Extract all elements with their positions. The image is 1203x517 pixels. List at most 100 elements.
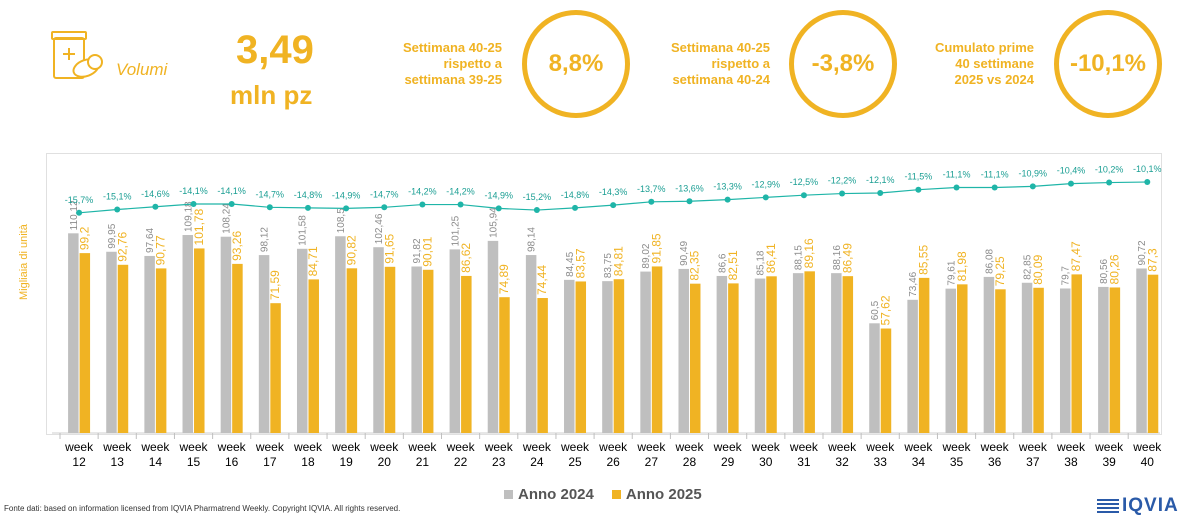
x-tick-label-number: 14: [149, 455, 163, 469]
bar-2025: [194, 248, 205, 433]
trend-label: -11,1%: [981, 170, 1009, 180]
bar-2024: [831, 273, 842, 433]
x-tick-label-number: 30: [759, 455, 773, 469]
trend-point: [1029, 183, 1036, 190]
volumi-label: Volumi: [116, 60, 168, 79]
trend-label: -14,8%: [294, 190, 323, 200]
legend-swatch-2024: [504, 490, 513, 499]
trend-point: [572, 204, 579, 211]
x-tick-label-week: week: [560, 440, 590, 454]
x-tick-label-week: week: [64, 440, 94, 454]
x-tick-label-week: week: [789, 440, 819, 454]
x-tick-label-number: 21: [416, 455, 430, 469]
chart-frame: [46, 153, 1162, 435]
data-label-2025: 80,09: [1031, 254, 1045, 284]
trend-label: -14,2%: [446, 187, 475, 197]
data-label-2024: 85,18: [756, 250, 767, 275]
trend-point: [228, 201, 235, 207]
x-tick-label-week: week: [446, 440, 476, 454]
x-tick-label-number: 19: [339, 455, 353, 469]
trend-point: [877, 190, 884, 196]
x-tick-label-week: week: [522, 440, 552, 454]
trend-point: [266, 204, 273, 211]
x-tick-label-week: week: [140, 440, 170, 454]
trend-point: [343, 205, 350, 212]
bar-2025: [728, 283, 739, 433]
legend-item-2025: Anno 2025: [611, 486, 702, 503]
data-label-2025: 80,26: [1107, 254, 1121, 284]
bar-2024: [68, 233, 79, 433]
bar-2025: [384, 266, 396, 433]
data-label-2024: 60,5: [870, 300, 881, 320]
data-label-2025: 74,89: [497, 264, 511, 294]
bar-2024: [1059, 288, 1071, 433]
x-tick-label-week: week: [1018, 440, 1048, 454]
bar-2024: [411, 266, 422, 433]
trend-point: [114, 206, 121, 213]
bar-2025: [613, 279, 625, 433]
bar-2025: [79, 253, 91, 433]
trend-label: -14,2%: [408, 187, 437, 197]
bar-2025: [1071, 274, 1082, 433]
data-label-2024: 84,45: [565, 251, 576, 276]
kpi-circle-3: -10,1%: [1054, 10, 1162, 118]
bar-2025: [461, 275, 472, 433]
bar-2025: [1147, 274, 1159, 433]
total-volume-unit: mln pz: [230, 80, 313, 110]
total-volume-value: 3,49: [236, 28, 314, 72]
data-label-2025: 87,47: [1069, 241, 1083, 271]
bar-2025: [346, 268, 358, 433]
trend-label: -15,2%: [523, 192, 552, 202]
data-label-2024: 91,82: [412, 238, 423, 263]
bar-2024: [106, 251, 117, 433]
trend-point: [1067, 180, 1074, 187]
trend-point: [304, 204, 311, 211]
data-label-2025: 89,16: [802, 238, 816, 268]
x-tick-label-week: week: [331, 440, 361, 454]
x-tick-label-week: week: [255, 440, 285, 454]
trend-label: -14,7%: [256, 189, 285, 199]
data-label-2024: 97,64: [145, 227, 156, 252]
bar-2024: [907, 299, 918, 433]
trend-label: -13,3%: [713, 182, 742, 192]
x-tick-label-number: 35: [950, 455, 964, 469]
bar-2024: [754, 278, 766, 433]
kpi-circle-1: 8,8%: [522, 10, 630, 118]
bar-2024: [792, 273, 804, 433]
bar-2025: [575, 281, 587, 433]
data-label-2025: 71,59: [268, 270, 282, 300]
data-label-2024: 88,15: [794, 245, 805, 270]
trend-label: -12,5%: [790, 177, 819, 187]
bar-2024: [983, 276, 995, 433]
bar-2025: [651, 266, 663, 433]
x-tick-label-number: 13: [111, 455, 125, 469]
x-tick-label-number: 15: [187, 455, 201, 469]
x-tick-label-week: week: [942, 440, 972, 454]
x-tick-label-number: 18: [301, 455, 315, 469]
bar-2025: [766, 276, 777, 433]
data-label-2024: 79,7: [1061, 266, 1072, 286]
x-tick-label-number: 33: [874, 455, 888, 469]
trend-point: [915, 186, 922, 193]
trend-point: [724, 196, 731, 203]
bar-2024: [144, 255, 155, 433]
data-label-2025: 79,25: [993, 256, 1007, 286]
data-label-2024: 108,24: [221, 203, 232, 234]
bar-2025: [155, 268, 167, 433]
trend-label: -14,6%: [141, 189, 170, 199]
x-tick-label-week: week: [713, 440, 743, 454]
x-tick-label-week: week: [865, 440, 895, 454]
chart-legend: Anno 2024 Anno 2025: [504, 486, 702, 503]
trend-point: [533, 207, 540, 214]
data-label-2024: 102,46: [374, 213, 385, 244]
x-tick-label-week: week: [407, 440, 437, 454]
trend-point: [419, 201, 426, 208]
bar-2024: [1136, 268, 1147, 433]
x-tick-label-number: 12: [72, 455, 86, 469]
x-tick-label-number: 28: [683, 455, 697, 469]
x-tick-label-week: week: [369, 440, 399, 454]
bar-2025: [1109, 287, 1121, 433]
bar-2025: [117, 264, 129, 433]
x-tick-label-number: 39: [1102, 455, 1116, 469]
bar-2025: [232, 263, 243, 433]
